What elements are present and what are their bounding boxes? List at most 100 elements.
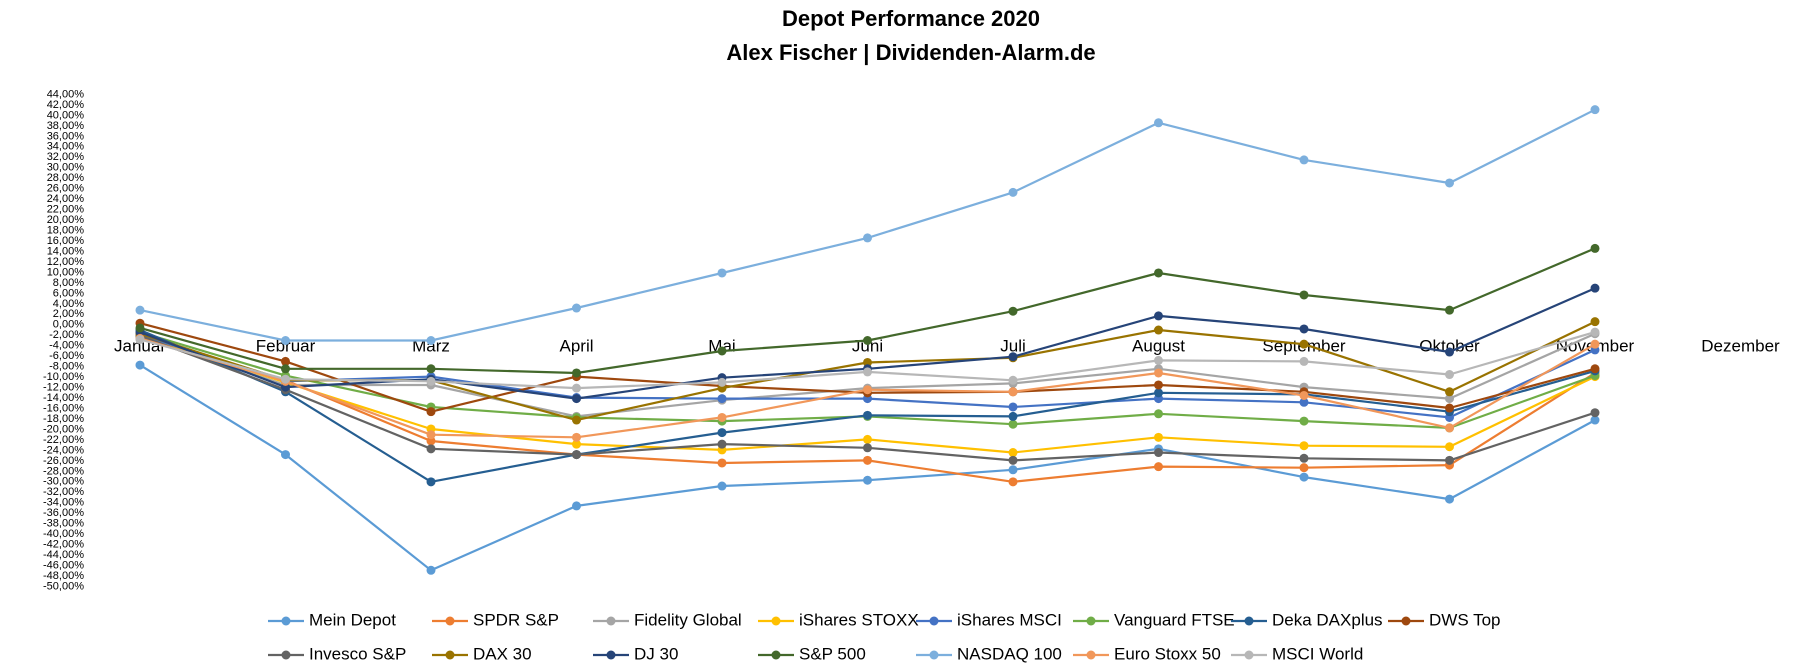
y-tick-label: -18,00% [43,413,84,425]
data-point [1445,442,1454,452]
data-point [426,376,436,386]
data-point [572,383,581,393]
data-point [863,434,872,444]
data-point [572,394,581,404]
data-point [1154,268,1163,278]
legend-marker [445,616,455,626]
data-point [717,394,727,404]
y-tick-label: 32,00% [47,151,85,163]
y-tick-label: -16,00% [43,402,84,414]
data-point [426,477,436,487]
legend-marker [1086,616,1096,626]
data-point [1299,453,1309,463]
y-tick-label: -46,00% [43,559,84,571]
data-point [281,336,290,345]
data-point [1590,415,1600,425]
data-point [1445,178,1454,188]
legend-label: Euro Stoxx 50 [1114,644,1221,663]
data-point [1154,380,1163,390]
y-tick-label: 36,00% [47,130,85,142]
y-tick-label: 44,00% [47,88,85,100]
data-point [281,364,290,374]
data-point [717,428,727,438]
y-tick-label: -44,00% [43,549,84,561]
y-tick-label: 28,00% [47,172,85,184]
data-point [1008,455,1018,465]
data-point [1299,290,1309,300]
y-tick-label: -34,00% [43,497,84,509]
data-point [863,455,872,465]
data-point [572,450,581,460]
legend-label: Mein Depot [309,610,396,629]
legend-label: SPDR S&P [473,610,559,629]
data-point [863,336,872,345]
y-tick-label: -42,00% [43,539,84,551]
legend-label: iShares MSCI [957,610,1062,629]
legend-marker [606,616,616,626]
legend-marker [1244,650,1254,660]
y-tick-label: 30,00% [47,162,85,174]
data-point [863,233,872,243]
y-tick-label: -8,00% [49,361,84,373]
data-point [1008,187,1018,197]
y-tick-label: -6,00% [49,350,84,362]
data-point [1445,423,1454,433]
data-point [426,336,436,345]
data-point [1008,306,1018,316]
y-tick-label: 14,00% [47,245,85,257]
data-point [1008,477,1018,487]
legend-marker [281,616,291,626]
data-point [281,450,290,460]
data-point [135,323,145,333]
data-point [1008,387,1018,397]
data-point [1590,105,1600,115]
data-point [1590,283,1600,293]
y-tick-label: 22,00% [47,204,85,216]
data-point [1590,408,1600,418]
data-point [1299,356,1309,366]
data-point [1445,394,1454,404]
data-point [1299,339,1309,349]
data-point [1154,325,1163,335]
y-tick-label: -50,00% [43,580,84,592]
legend-marker [929,650,939,660]
data-point [1008,411,1018,421]
data-point [1445,305,1454,315]
data-point [135,334,145,344]
data-point [1299,390,1309,400]
data-point [572,415,581,425]
data-point [863,443,872,453]
y-tick-label: -40,00% [43,528,84,540]
y-tick-label: 18,00% [47,224,85,236]
data-point [1299,463,1309,473]
y-tick-label: 0,00% [53,319,84,331]
data-point [863,367,872,377]
data-point [572,432,581,442]
y-tick-label: 2,00% [53,308,84,320]
y-tick-label: 38,00% [47,120,85,132]
data-point [717,439,727,449]
legend-marker [281,650,291,660]
data-point [1154,355,1163,365]
data-point [717,458,727,468]
legend-marker [929,616,939,626]
data-point [1008,375,1018,385]
y-tick-label: 4,00% [53,298,84,310]
data-point [426,436,436,446]
data-point [426,565,436,575]
data-point [1008,419,1018,429]
data-point [1154,118,1163,128]
data-point [717,377,727,387]
legend-label: DJ 30 [634,644,678,663]
chart-title: Depot Performance 2020 [782,6,1040,31]
x-tick-label: August [1132,336,1185,355]
data-point [1445,347,1454,357]
y-tick-label: -12,00% [43,382,84,394]
data-point [1445,494,1454,504]
y-tick-label: 20,00% [47,214,85,226]
legend-label: Deka DAXplus [1272,610,1383,629]
data-point [1590,317,1600,327]
legend-label: NASDAQ 100 [957,644,1062,663]
legend-label: DAX 30 [473,644,532,663]
